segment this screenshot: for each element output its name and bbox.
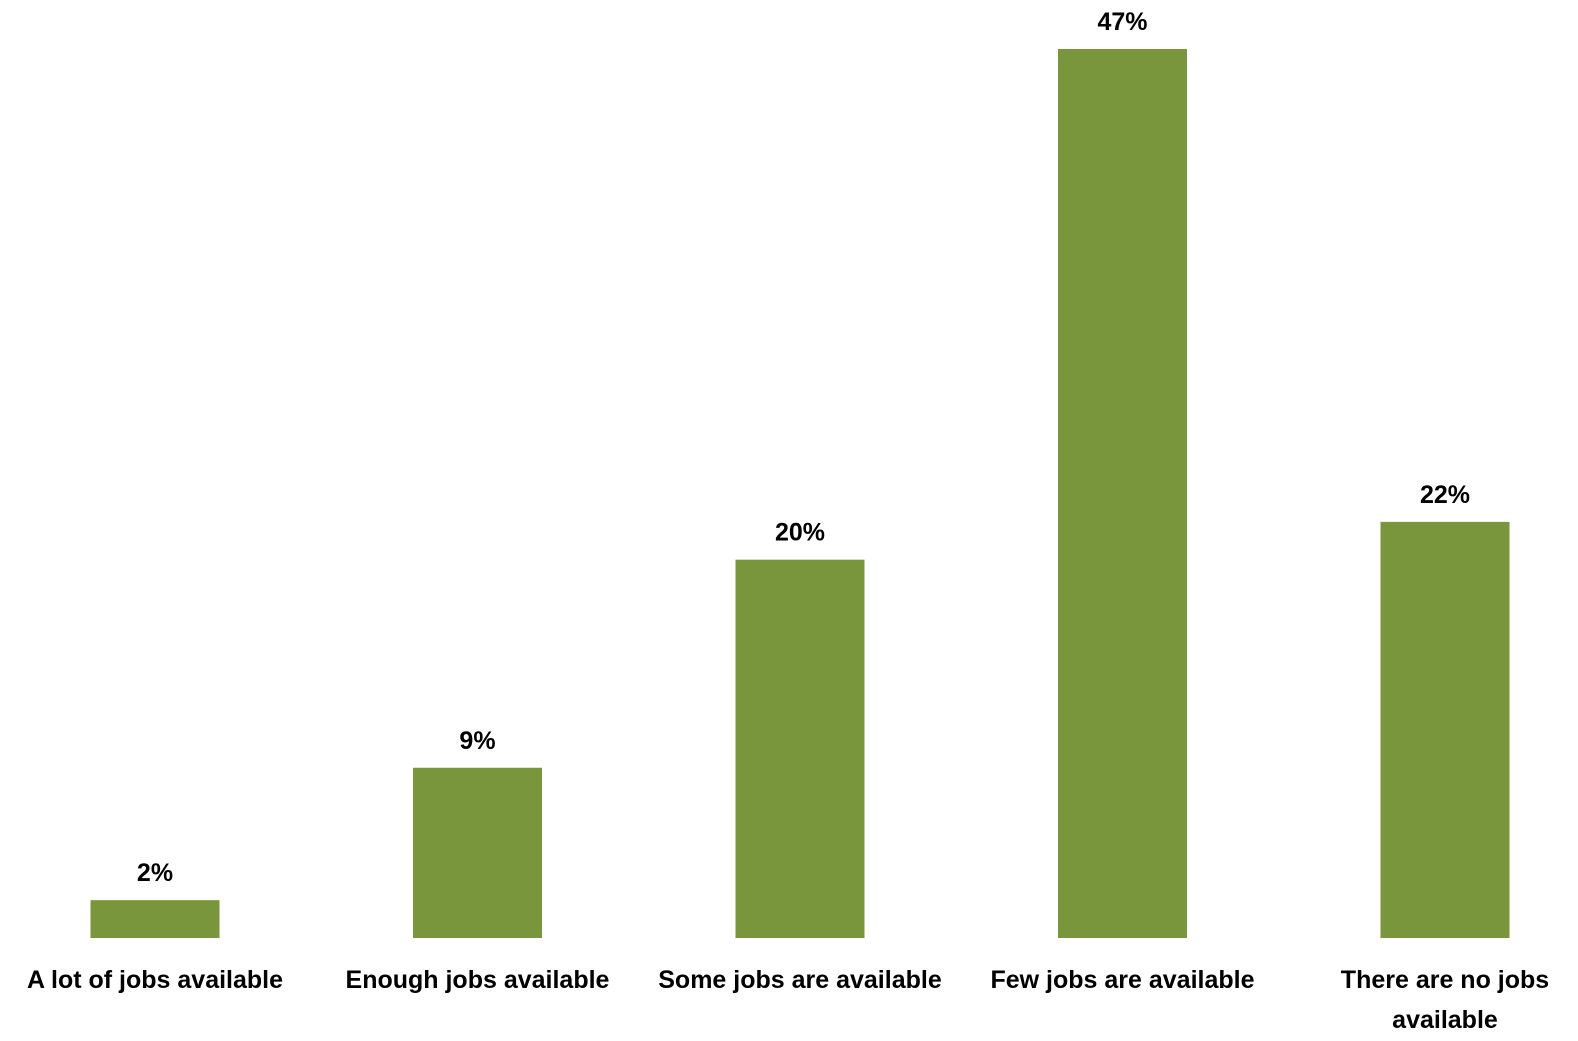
bar-value-label: 22% bbox=[1420, 481, 1470, 509]
category-label: A lot of jobs available bbox=[27, 966, 283, 994]
bar bbox=[735, 559, 865, 938]
value-labels-group: 2% 9% 20% 47% 22% bbox=[137, 8, 1470, 887]
category-label: There are no jobs available bbox=[1341, 966, 1549, 1034]
category-label: Few jobs are available bbox=[990, 966, 1254, 994]
bars-group bbox=[90, 49, 1510, 938]
bar-value-label: 9% bbox=[459, 727, 495, 755]
bar bbox=[413, 767, 542, 938]
bar-value-label: 2% bbox=[137, 859, 173, 887]
bar-value-label: 20% bbox=[775, 519, 825, 547]
category-label: Enough jobs available bbox=[346, 966, 610, 994]
bar-value-label: 47% bbox=[1097, 8, 1147, 36]
bar bbox=[1058, 49, 1187, 938]
category-labels-group: A lot of jobs available Enough jobs avail… bbox=[27, 966, 1549, 1034]
category-label: Some jobs are available bbox=[658, 966, 942, 994]
bar bbox=[1380, 521, 1510, 938]
bar bbox=[90, 900, 220, 938]
